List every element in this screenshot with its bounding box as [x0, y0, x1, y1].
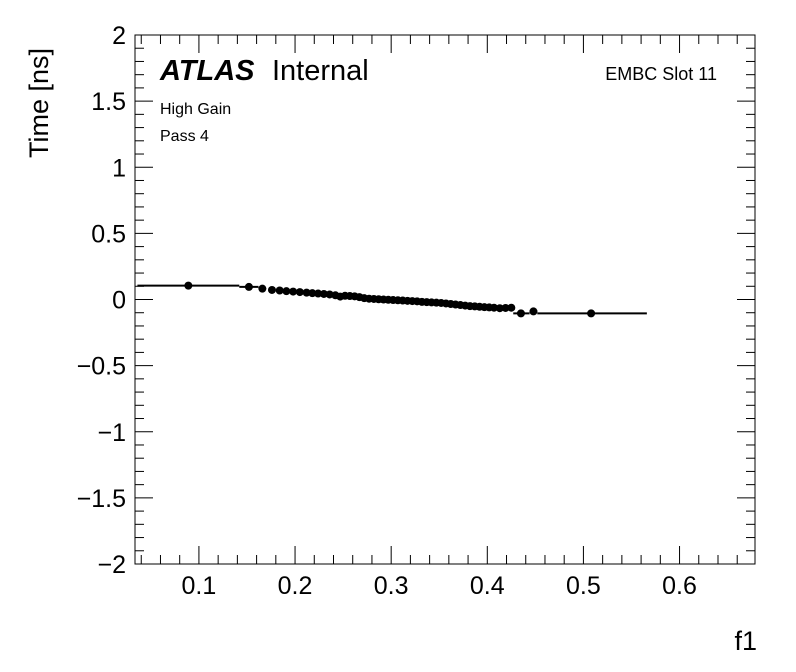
data-point — [295, 288, 304, 297]
data-point — [289, 287, 298, 296]
x-tick-labels: 0.1 0.2 0.3 0.4 0.5 0.6 — [182, 572, 697, 600]
data-point — [282, 287, 291, 296]
atlas-label: ATLAS — [159, 55, 255, 87]
data-point — [529, 307, 538, 316]
data-point — [501, 303, 510, 312]
x-tick-label: 0.5 — [566, 572, 601, 600]
data-point — [319, 289, 328, 298]
y-tick-label: −1.5 — [77, 485, 126, 513]
gain-label: High Gain — [160, 101, 231, 118]
data-point — [495, 304, 504, 313]
y-tick-label: 1.5 — [91, 88, 126, 116]
internal-label: Internal — [272, 55, 369, 87]
data-point — [314, 289, 323, 298]
x-tick-label: 0.4 — [470, 572, 505, 600]
major-ticks — [135, 34, 755, 565]
x-tick-label: 0.6 — [662, 572, 697, 600]
data-point — [275, 286, 284, 295]
y-tick-label: 0.5 — [91, 220, 126, 248]
minor-ticks — [135, 35, 755, 564]
data-point — [258, 284, 267, 293]
pass-label: Pass 4 — [160, 128, 209, 145]
x-tick-label: 0.3 — [374, 572, 409, 600]
slot-label: EMBC Slot 11 — [605, 64, 717, 84]
data-point — [587, 309, 596, 318]
plot-frame — [134, 34, 756, 565]
x-tick-label: 0.2 — [278, 572, 313, 600]
data-point — [302, 288, 311, 297]
y-axis-label: Time [ns] — [24, 48, 54, 158]
x-axis-label: f1 — [734, 626, 757, 656]
data-point — [184, 281, 193, 290]
data-point — [507, 303, 516, 312]
y-tick-label: −2 — [97, 551, 126, 579]
x-tick-label: 0.1 — [182, 572, 217, 600]
y-tick-label: 0 — [112, 287, 126, 315]
data-point — [244, 282, 253, 291]
y-tick-label: −0.5 — [77, 353, 126, 381]
y-tick-label: 2 — [112, 22, 126, 50]
data-points — [184, 281, 596, 318]
y-tick-label: 1 — [112, 154, 126, 182]
y-tick-labels: 2 1.5 1 0.5 0 −0.5 −1 −1.5 −2 — [77, 22, 126, 579]
data-point — [308, 289, 317, 298]
data-point — [490, 303, 499, 312]
y-tick-label: −1 — [97, 419, 126, 447]
data-point — [516, 309, 525, 318]
data-point — [267, 285, 276, 294]
